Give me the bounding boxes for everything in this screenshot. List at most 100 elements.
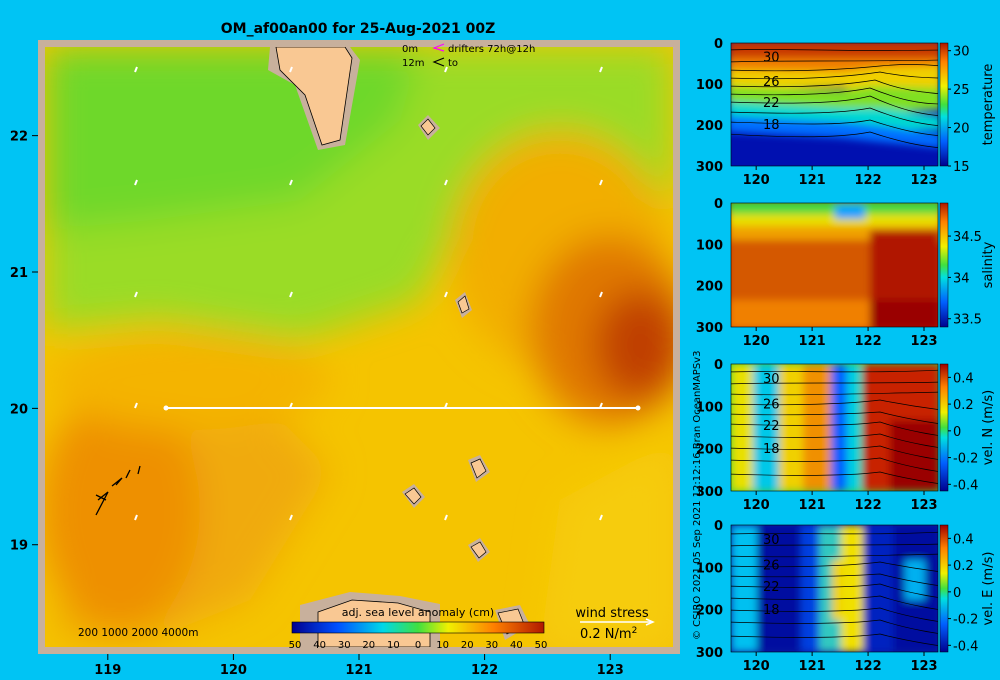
colorbar-tick-label: 25 [953, 83, 970, 98]
bathy-legend: 200 1000 2000 4000m [78, 627, 198, 639]
colorbar-tick-label: 0 [415, 640, 421, 651]
contour-label: 26 [763, 397, 780, 412]
contour-label: 18 [763, 118, 780, 133]
colorbar-tick-label: 0 [953, 425, 961, 440]
panel-x-tick-label: 123 [910, 334, 937, 349]
wind-vector [134, 291, 138, 298]
colorbar-tick-label: 10 [387, 640, 400, 651]
contour-label: 22 [763, 580, 780, 595]
wind-vector [289, 291, 293, 298]
panel-x-tick-label: 121 [799, 334, 826, 349]
drifter-tracks [95, 465, 141, 516]
legend-depth-0: 0m [402, 44, 418, 55]
wind-vector [599, 514, 603, 521]
map-x-ticks: 119 120 121 122 123 [94, 654, 624, 678]
map-x-tick-label: 123 [597, 663, 624, 678]
wind-vector [134, 402, 138, 409]
panel-ylabel: salinity [981, 241, 996, 288]
colorbar-tick-label: 0.4 [953, 371, 974, 386]
wind-vector [444, 179, 448, 186]
colorbar-tick-label: 30 [953, 45, 970, 60]
panel-x-tick-label: 121 [799, 498, 826, 513]
colorbar-tick-label: 20 [362, 640, 375, 651]
panel-x-tick-label: 121 [799, 659, 826, 674]
contour-label: 26 [763, 75, 780, 90]
panel-x-tick-label: 123 [910, 498, 937, 513]
panel-salinity [730, 202, 949, 328]
panel-x-tick-label: 122 [854, 334, 881, 349]
sea-level-field [45, 47, 673, 647]
contour-label: 30 [763, 372, 780, 387]
panel-y-tick-label: 300 [696, 321, 723, 336]
panel-x-tick-label: 123 [910, 173, 937, 188]
wind-vector [599, 179, 603, 186]
panel-x-tick-label: 121 [799, 173, 826, 188]
panel-x-tick-label: 122 [854, 498, 881, 513]
colorbar-tick-label: 10 [436, 640, 449, 651]
colorbar-tick-label: 0.4 [953, 532, 974, 547]
wind-vector [444, 291, 448, 298]
colorbar-tick-label: -0.2 [953, 613, 978, 628]
colorbar-label: adj. sea level anomaly (cm) [342, 606, 494, 619]
section-line [163, 405, 641, 411]
wind-vector [134, 179, 138, 186]
wind-vector [134, 66, 138, 73]
wind-scale-sup: 2 [632, 626, 638, 636]
map-y-tick-label: 21 [10, 266, 28, 281]
panel-y-tick-label: 0 [714, 37, 723, 52]
contour-label: 18 [763, 603, 780, 618]
panel-y-tick-label: 0 [714, 358, 723, 373]
wind-stress-key: wind stress 0.2 N/m2 [575, 606, 655, 642]
colorbar-tick-label: 15 [953, 160, 970, 175]
panel-y-tick-label: 200 [696, 280, 723, 295]
colorbar-tick-label: 50 [289, 640, 302, 651]
colorbar-tick-label: 40 [510, 640, 523, 651]
panel-y-tick-label: 200 [696, 443, 723, 458]
map-y-tick-label: 22 [10, 130, 28, 145]
figure-title: OM_af00an00 for 25-Aug-2021 00Z [221, 21, 496, 37]
wind-vector [289, 179, 293, 186]
colorbar-tick-label: 34.5 [953, 230, 982, 245]
wind-vector [444, 66, 448, 73]
map-x-tick-label: 120 [220, 663, 247, 678]
colorbar-tick-label: 0.2 [953, 398, 974, 413]
colorbar-tick-label: -0.2 [953, 452, 978, 467]
map-x-tick-label: 121 [345, 663, 372, 678]
contour-label: 22 [763, 419, 780, 434]
panel-y-tick-label: 300 [696, 646, 723, 661]
colorbar-tick-label: 30 [338, 640, 351, 651]
colorbar-tick-label: 20 [953, 122, 970, 137]
legend-drifters: drifters 72h@12h [448, 44, 535, 55]
wind-vector [289, 66, 293, 73]
magenta-drifter-icon [432, 43, 445, 52]
panel-x-tick-label: 120 [743, 659, 770, 674]
map-y-ticks: 22 21 20 19 [10, 130, 38, 554]
panel-vel-east: 30 26 22 18 [730, 524, 949, 653]
wind-vector [444, 514, 448, 521]
panel-y-tick-label: 200 [696, 604, 723, 619]
wind-stress-label: wind stress [575, 606, 649, 621]
map-x-tick-label: 119 [94, 663, 121, 678]
panel-y-tick-label: 100 [696, 561, 723, 576]
panel-y-tick-label: 300 [696, 485, 723, 500]
panel-y-tick-label: 100 [696, 78, 723, 93]
panel-vel-north: 30 26 22 18 [730, 363, 949, 492]
contour-label: 26 [763, 558, 780, 573]
map-y-tick-label: 19 [10, 539, 28, 554]
colorbar-tick-label: 50 [535, 640, 548, 651]
colorbar-tick-label: 0.2 [953, 559, 974, 574]
panel-ylabel: vel. E (m/s) [981, 552, 996, 626]
panel-y-tick-label: 0 [714, 519, 723, 534]
colorbar-tick-label: 0 [953, 586, 961, 601]
map-y-tick-label: 20 [10, 402, 28, 417]
legend-depth-12: 12m [402, 58, 424, 69]
colorbar-tick-label: -0.4 [953, 478, 978, 493]
panel-ylabel: vel. N (m/s) [981, 390, 996, 465]
contour-label: 30 [763, 533, 780, 548]
panel-x-tick-label: 120 [743, 498, 770, 513]
wind-vector [599, 291, 603, 298]
panel-x-tick-label: 120 [743, 334, 770, 349]
map-x-tick-label: 122 [471, 663, 498, 678]
wind-vector [134, 514, 138, 521]
